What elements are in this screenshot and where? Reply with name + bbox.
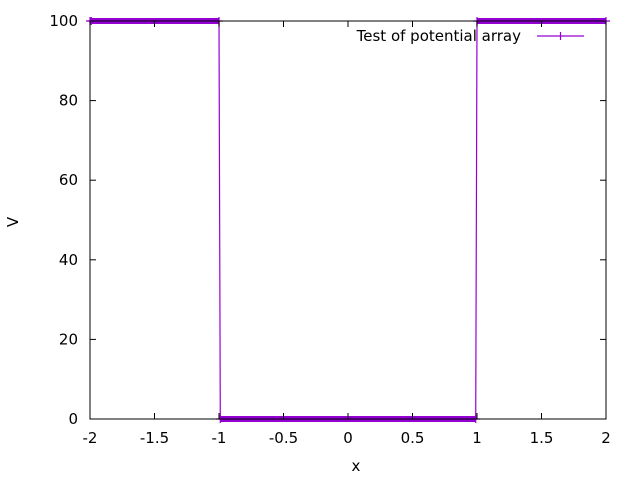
plot-border [89, 20, 607, 420]
x-tick-label: 2 [601, 429, 611, 447]
x-tick-label: -1.5 [140, 429, 169, 447]
legend-label: Test of potential array [356, 27, 521, 45]
x-tick-label: 0 [343, 429, 353, 447]
x-tick-label: -0.5 [269, 429, 298, 447]
x-tick-label: -1 [212, 429, 227, 447]
y-tick-label: 0 [68, 410, 78, 428]
y-tick-label: 80 [59, 92, 78, 110]
legend: Test of potential array [356, 27, 584, 45]
y-tick-label: 40 [59, 251, 78, 269]
axis-labels: xV [4, 216, 361, 475]
y-tick-label: 100 [49, 12, 78, 30]
x-axis-label: x [352, 457, 361, 475]
y-axis-label: V [4, 216, 22, 227]
series-line-0 [90, 20, 606, 420]
x-tick-label: 1 [472, 429, 482, 447]
y-tick-label: 60 [59, 171, 78, 189]
x-tick-label: 0.5 [401, 429, 425, 447]
x-tick-label: 1.5 [530, 429, 554, 447]
x-tick-label: -2 [83, 429, 98, 447]
plot-area [86, 17, 610, 423]
y-tick-label: 20 [59, 330, 78, 348]
